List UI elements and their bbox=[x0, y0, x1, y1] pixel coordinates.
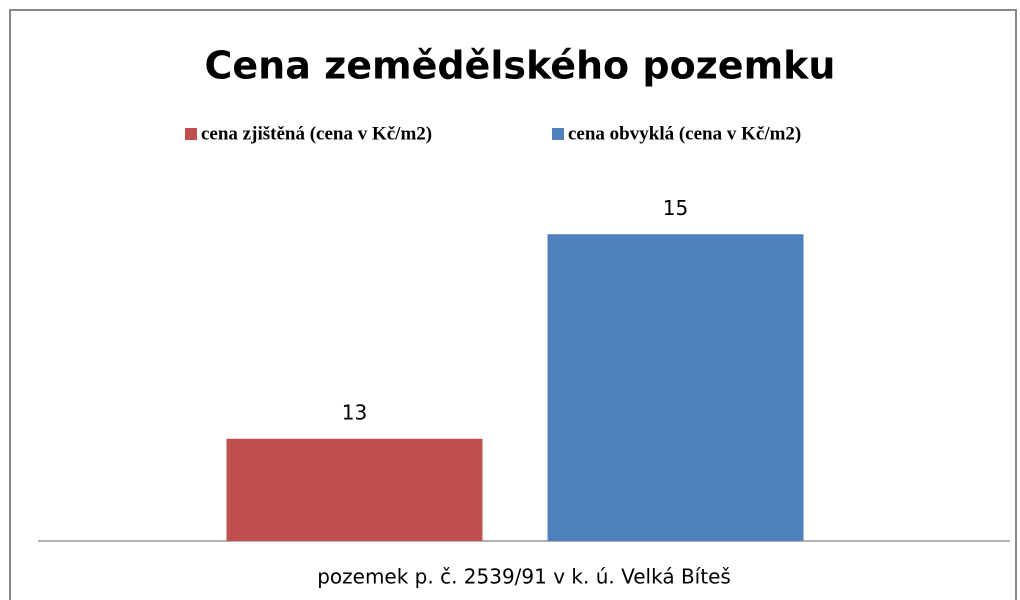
legend-label: cena zjištěná (cena v Kč/m2) bbox=[201, 123, 432, 144]
bar bbox=[547, 234, 804, 541]
legend-label: cena obvyklá (cena v Kč/m2) bbox=[568, 123, 801, 144]
data-label: 13 bbox=[342, 400, 367, 424]
chart-frame bbox=[9, 9, 1017, 600]
legend-swatch bbox=[552, 128, 564, 140]
data-label: 15 bbox=[663, 196, 688, 220]
x-tick-label: pozemek p. č. 2539/91 v k. ú. Velká Bíte… bbox=[317, 565, 731, 589]
chart-title: Cena zemědělského pozemku bbox=[205, 44, 836, 88]
bar bbox=[226, 438, 483, 541]
legend-swatch bbox=[185, 128, 197, 140]
